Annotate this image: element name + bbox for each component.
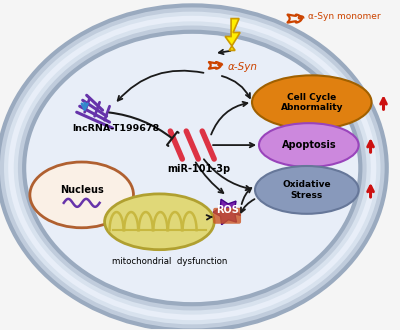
Polygon shape — [213, 199, 240, 225]
Polygon shape — [225, 18, 240, 50]
Text: Apoptosis: Apoptosis — [282, 140, 336, 150]
Text: mitochondrial  dysfunction: mitochondrial dysfunction — [112, 257, 227, 266]
Text: Oxidative
Stress: Oxidative Stress — [282, 180, 331, 200]
Text: α-Syn: α-Syn — [228, 62, 258, 72]
Ellipse shape — [30, 162, 134, 228]
Ellipse shape — [259, 123, 359, 167]
Ellipse shape — [104, 194, 214, 250]
Ellipse shape — [255, 166, 359, 214]
Ellipse shape — [252, 75, 372, 129]
FancyBboxPatch shape — [213, 208, 241, 224]
Text: ROS: ROS — [216, 205, 238, 215]
Text: Cell Cycle
Abnormality: Cell Cycle Abnormality — [280, 92, 343, 112]
Text: α-Syn monomer: α-Syn monomer — [308, 12, 380, 21]
Text: Nucleus: Nucleus — [60, 185, 104, 195]
Text: lncRNA-T199678: lncRNA-T199678 — [73, 124, 160, 133]
Ellipse shape — [25, 33, 360, 304]
Text: miR-101-3p: miR-101-3p — [167, 164, 230, 174]
